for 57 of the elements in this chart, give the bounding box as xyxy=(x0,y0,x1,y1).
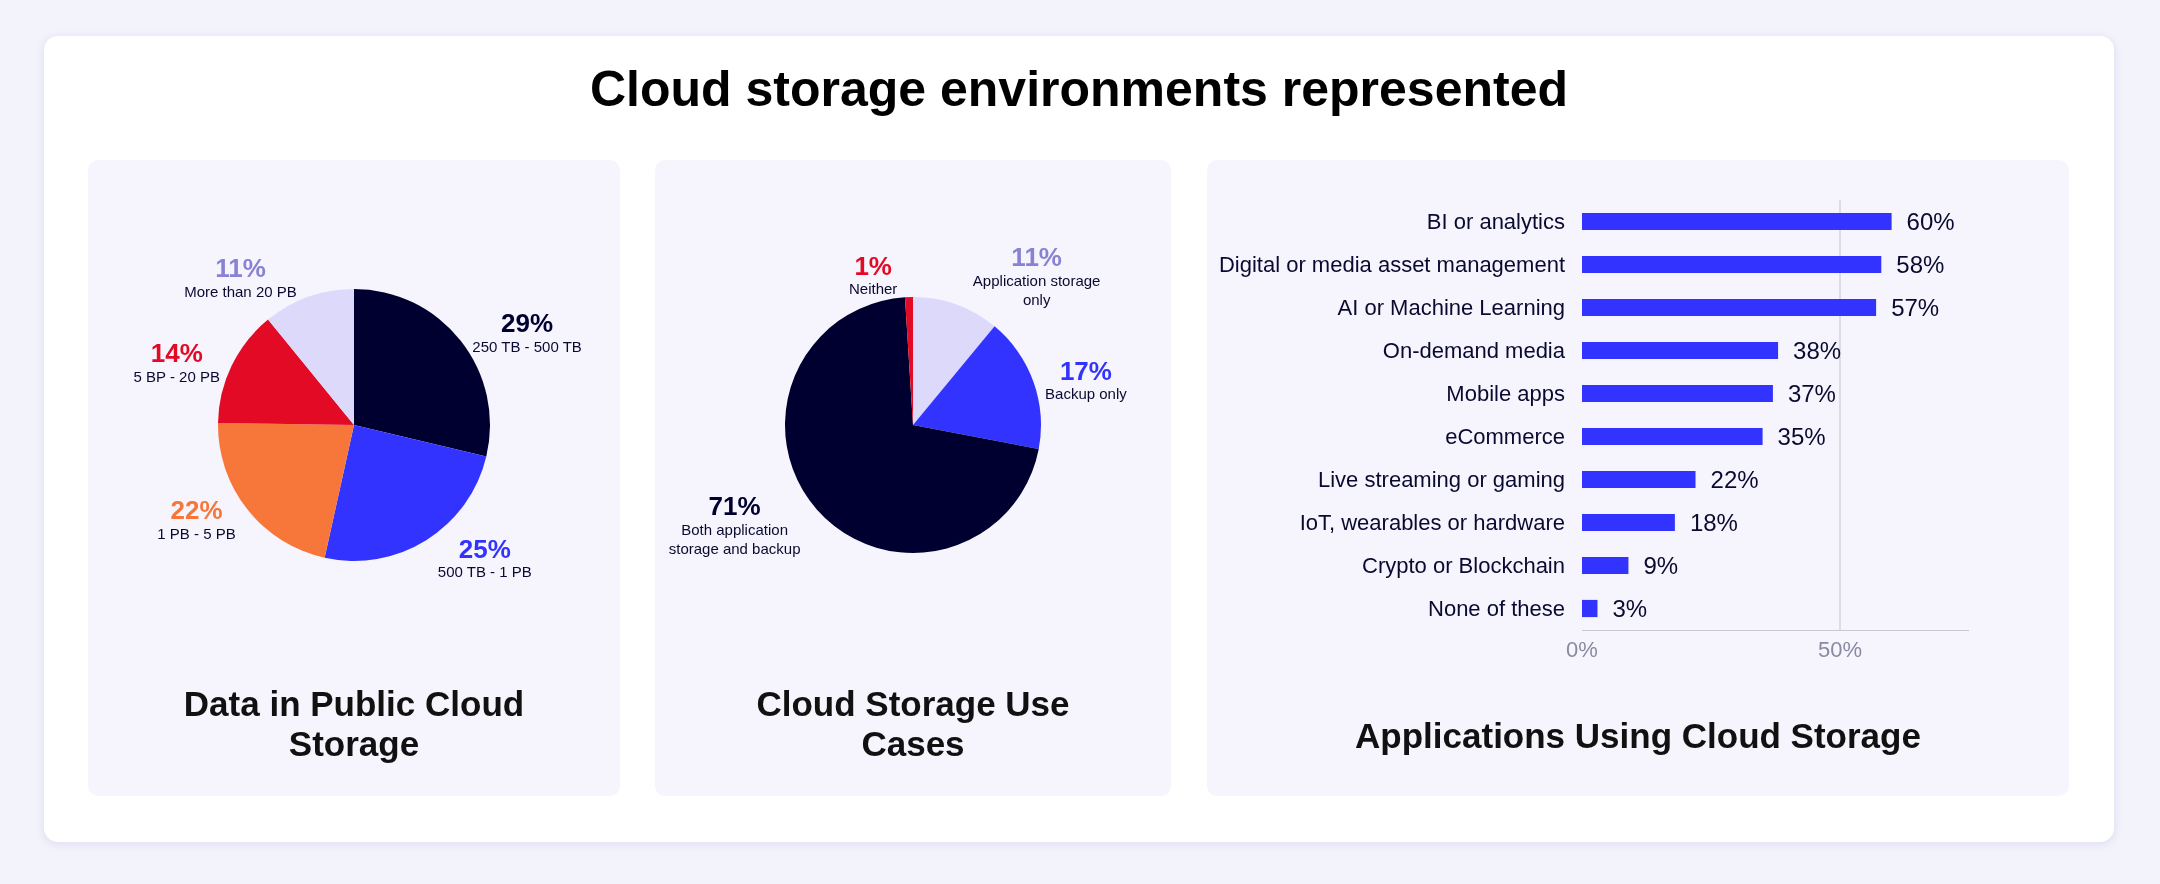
bar xyxy=(1582,212,1892,231)
text: Applications Using Cloud Storage xyxy=(1354,716,1922,756)
data-label: 18% xyxy=(1677,509,1738,536)
bar xyxy=(1582,556,1629,575)
slice-label: 5 BP - 20 PB xyxy=(133,367,220,385)
text: Cloud Storage Use Cases xyxy=(755,684,1071,764)
bar xyxy=(1582,470,1696,489)
slice-label: 1 PB - 5 PB xyxy=(157,524,236,542)
slice-label: More than 20 PB xyxy=(184,282,297,300)
data-label: 37% xyxy=(1775,380,1836,407)
slice-label: 500 TB - 1 PB xyxy=(437,563,532,581)
bar xyxy=(1582,384,1773,403)
bar xyxy=(1582,599,1598,618)
slice-label: Neither xyxy=(849,280,898,298)
data-label: 14% xyxy=(150,338,203,369)
data-label: 11% xyxy=(215,253,266,283)
y-tick-label: None of these xyxy=(1428,596,1565,622)
y-tick-label: Crypto or Blockchain xyxy=(1362,553,1565,579)
y-tick-label: On-demand media xyxy=(1382,338,1566,364)
text: Data in Public Cloud Storage xyxy=(182,684,526,764)
bar xyxy=(1582,255,1882,274)
data-label: 29% xyxy=(501,308,554,339)
y-tick-label: AI or Machine Learning xyxy=(1337,295,1565,321)
slice-label: Application storage only xyxy=(972,271,1101,309)
data-label: 9% xyxy=(1631,552,1679,579)
pie-slice xyxy=(913,326,1041,449)
x-tick-label: 0% xyxy=(1566,637,1598,663)
bar xyxy=(1582,341,1779,360)
pie-slice xyxy=(218,319,354,425)
data-label: 1% xyxy=(854,250,892,281)
y-tick-label: BI or analytics xyxy=(1426,209,1565,235)
data-label: 22% xyxy=(170,495,223,526)
data-label: 71% xyxy=(708,491,761,522)
data-label: 38% xyxy=(1781,337,1842,364)
bar xyxy=(1582,513,1675,532)
y-tick-label: Digital or media asset management xyxy=(1218,252,1565,278)
data-label: 57% xyxy=(1879,294,1940,321)
data-label: 3% xyxy=(1600,595,1648,622)
y-tick-label: Mobile apps xyxy=(1446,381,1565,407)
x-tick-label: 50% xyxy=(1817,637,1863,663)
data-label: 11% xyxy=(1011,242,1062,273)
data-label: 22% xyxy=(1698,466,1759,493)
slice-label: 250 TB - 500 TB xyxy=(472,337,582,355)
slice-label: Backup only xyxy=(1045,385,1128,403)
y-tick-label: eCommerce xyxy=(1445,424,1565,450)
y-tick-label: Live streaming or gaming xyxy=(1317,467,1565,493)
bar xyxy=(1582,298,1877,317)
data-label: 17% xyxy=(1059,355,1112,386)
bar xyxy=(1582,427,1763,446)
data-label: 58% xyxy=(1884,251,1945,278)
data-label: 35% xyxy=(1765,423,1826,450)
data-label: 60% xyxy=(1894,208,1955,235)
slice-label: Both application storage and backup xyxy=(668,520,801,558)
y-tick-label: IoT, wearables or hardware xyxy=(1299,510,1565,536)
text: Cloud storage environments represented xyxy=(589,60,1569,118)
pie-slice xyxy=(913,297,995,425)
data-label: 25% xyxy=(458,533,511,564)
